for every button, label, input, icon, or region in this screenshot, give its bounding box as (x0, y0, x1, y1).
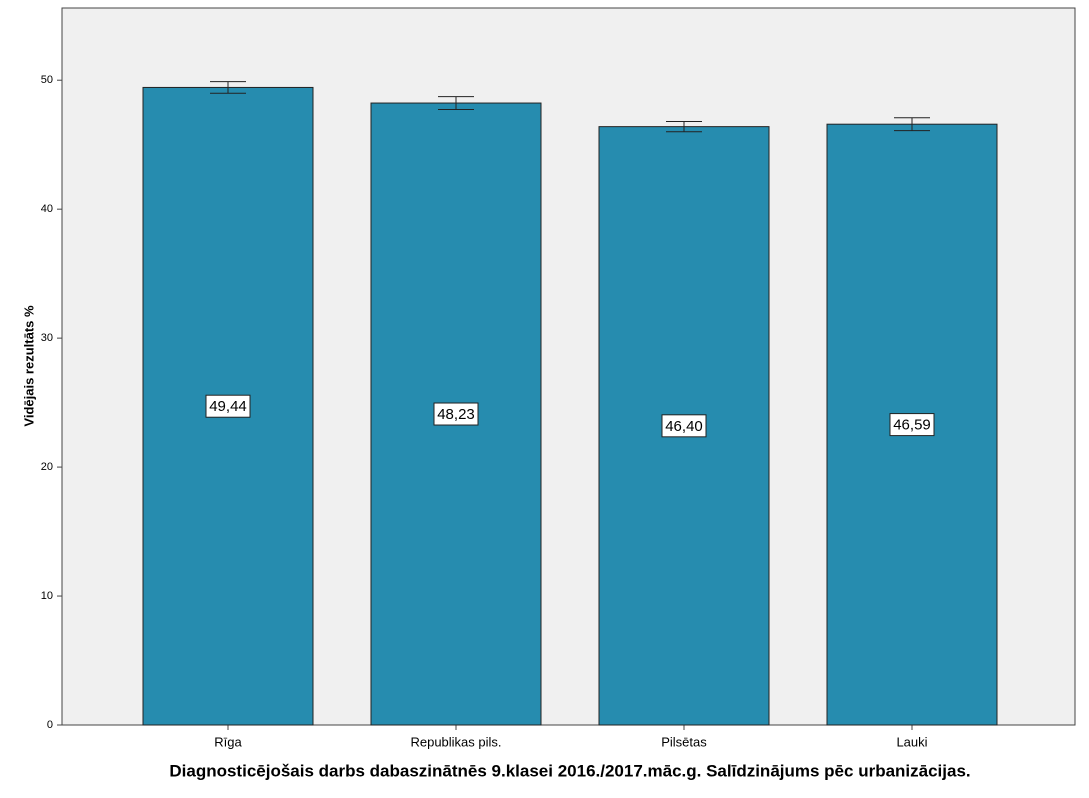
value-label: 48,23 (437, 406, 475, 423)
value-label-box (205, 394, 251, 418)
x-tick-label: Rīga (214, 734, 242, 749)
x-tick-label: Pilsētas (661, 734, 707, 749)
value-label: 46,59 (893, 417, 931, 434)
value-label-box (661, 414, 707, 438)
value-label: 46,40 (665, 418, 703, 435)
value-label-box (889, 413, 935, 437)
y-tick-label: 50 (41, 74, 53, 86)
y-tick-label: 0 (47, 719, 53, 731)
y-axis-title: Vidējais rezultāts % (21, 305, 36, 427)
x-tick-label: Lauki (896, 734, 927, 749)
value-label-box (433, 402, 479, 426)
y-tick-label: 10 (41, 590, 53, 602)
value-label: 49,44 (209, 398, 247, 415)
x-axis-title: Diagnosticējošais darbs dabaszinātnēs 9.… (169, 761, 970, 780)
y-tick-label: 20 (41, 461, 53, 473)
y-tick-label: 30 (41, 332, 53, 344)
y-tick-label: 40 (41, 203, 53, 215)
x-tick-label: Republikas pils. (410, 734, 501, 749)
